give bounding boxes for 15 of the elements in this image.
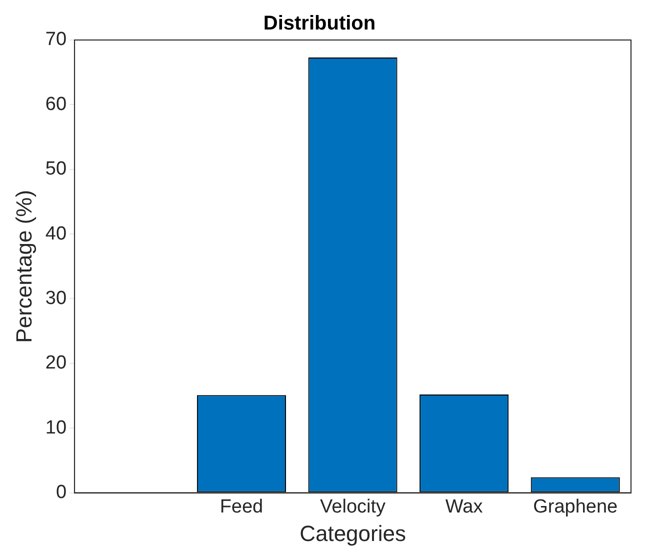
y-tick-label: 60	[45, 94, 67, 115]
y-tick-label: 20	[45, 352, 67, 374]
x-tick-label: Feed	[220, 496, 264, 518]
y-tick-label: 40	[45, 223, 67, 244]
y-tick-label: 70	[45, 29, 67, 50]
x-tick-label: Velocity	[320, 496, 386, 518]
x-tick-label: Wax	[445, 496, 484, 518]
x-axis-title: Categories	[300, 520, 406, 546]
y-tick-label: 10	[45, 417, 67, 438]
x-tick-label: Graphene	[533, 496, 618, 518]
y-axis-title: Percentage (%)	[11, 190, 36, 343]
y-tick-label: 30	[45, 288, 67, 309]
y-tick-label: 50	[45, 158, 67, 180]
y-tick-label: 0	[56, 482, 67, 504]
chart-title: Distribution	[263, 12, 376, 35]
